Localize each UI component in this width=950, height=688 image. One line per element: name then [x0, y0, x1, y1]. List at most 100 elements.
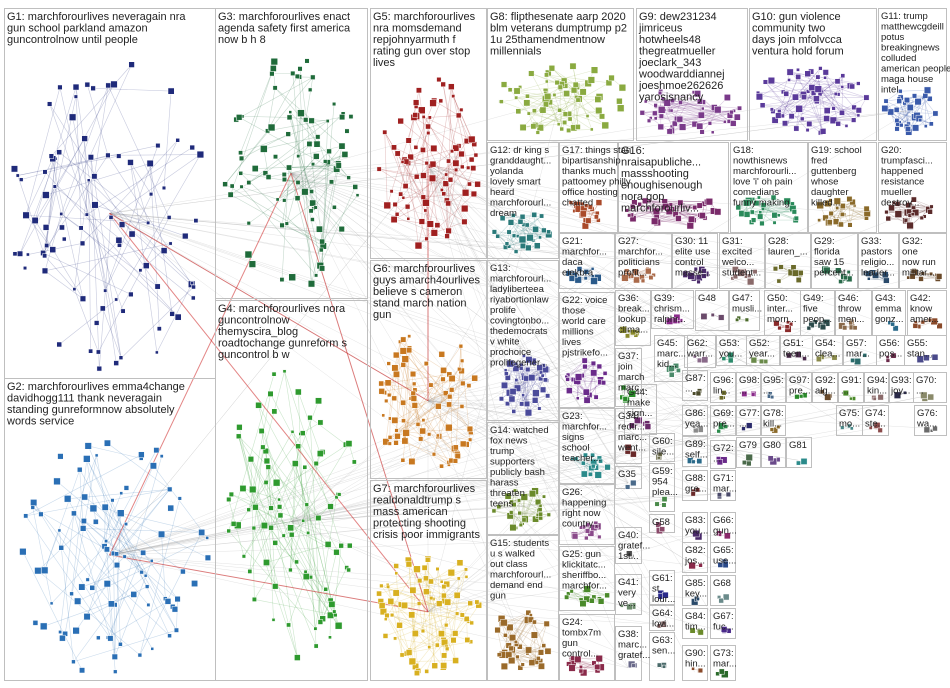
edge — [290, 446, 299, 570]
vertex — [800, 458, 808, 465]
vertex — [504, 492, 512, 500]
vertex — [884, 210, 889, 215]
edge — [432, 178, 449, 231]
group-label-g55-line: G55: — [907, 338, 928, 349]
vertex — [441, 584, 447, 590]
group-frame-g72 — [710, 440, 736, 469]
group-label-g23-line: G23: — [562, 411, 583, 422]
inter-group-edge — [109, 465, 587, 556]
group-label-g66-line: gun... — [713, 526, 737, 537]
vertex — [384, 379, 392, 387]
vertex — [447, 177, 454, 183]
vertex — [567, 116, 573, 122]
edge — [840, 213, 868, 225]
group-frame-g12 — [487, 142, 559, 259]
group-label-g4-line: roadtochange gunreform s — [218, 338, 348, 350]
group-label-g64-line: G64: — [652, 608, 673, 619]
group-label-g30-line: elite use — [675, 247, 710, 258]
group-label-g72-line: ... — [713, 454, 721, 465]
group-label-g49-line: five — [803, 304, 818, 315]
vertex — [718, 314, 725, 321]
edge — [632, 206, 666, 219]
group-frame-g16 — [618, 142, 729, 233]
vertex — [392, 589, 400, 597]
vertex — [585, 114, 590, 118]
vertex — [449, 387, 455, 393]
vertex — [835, 121, 841, 127]
vertex — [376, 166, 382, 172]
edge — [405, 100, 442, 187]
vertex — [294, 559, 299, 565]
vertex — [515, 108, 522, 115]
vertex — [525, 366, 531, 373]
vertex — [935, 273, 943, 280]
edge — [765, 81, 859, 116]
edge — [521, 367, 540, 405]
edge — [519, 621, 535, 647]
group-frame-g95 — [760, 372, 786, 403]
edge — [255, 165, 339, 169]
edge — [418, 603, 424, 632]
vertex — [696, 122, 704, 130]
vertex — [452, 159, 460, 167]
edge — [61, 213, 158, 287]
group-label-g36-line: clima... — [618, 325, 648, 336]
vertex — [582, 363, 588, 370]
vertex — [74, 597, 82, 605]
edge — [898, 101, 909, 124]
group-frame-g23 — [559, 408, 615, 484]
edge — [888, 216, 925, 219]
group-label-g7-line: realdonaldtrump s — [373, 495, 462, 507]
edge — [43, 252, 131, 295]
edge — [577, 380, 601, 383]
edge — [258, 405, 277, 483]
vertex — [428, 174, 437, 182]
vertex — [338, 226, 345, 233]
vertex — [525, 244, 532, 252]
edge — [248, 172, 266, 183]
group-label-g36-line: G36: — [618, 293, 639, 304]
group-label-g2-line: standing gunreformnow absolutely — [7, 404, 175, 416]
inter-group-edge — [290, 173, 825, 396]
edge — [519, 510, 539, 514]
vertex — [805, 89, 811, 94]
group-label-g87-line: G87: — [685, 373, 706, 384]
vertex — [593, 394, 599, 400]
edge — [670, 93, 698, 111]
group-label-g51-line: teen... — [783, 349, 809, 360]
inter-group-edge — [109, 554, 695, 599]
vertex — [574, 655, 582, 664]
edge — [280, 515, 297, 563]
vertex — [466, 425, 474, 433]
vertex — [888, 204, 895, 212]
group-label-g12-line: granddaught... — [490, 156, 551, 167]
vertex — [409, 370, 417, 378]
group-frame-layer — [4, 8, 947, 681]
vertex — [402, 183, 409, 189]
inter-group-edge — [427, 400, 931, 429]
vertex — [128, 230, 136, 238]
edge — [521, 372, 542, 405]
vertex — [520, 493, 528, 501]
edge — [679, 110, 735, 121]
vertex — [174, 596, 181, 603]
vertex — [198, 529, 206, 536]
edge — [424, 567, 444, 668]
vertex — [115, 236, 123, 244]
edge — [59, 299, 117, 345]
edge — [825, 72, 839, 124]
vertex — [538, 376, 544, 382]
edge — [139, 498, 181, 656]
edge — [501, 101, 574, 129]
vertex — [394, 428, 399, 433]
edge — [664, 101, 717, 112]
vertex — [839, 203, 846, 209]
edge — [248, 443, 350, 510]
group-label-g29-line: percent... — [814, 268, 854, 279]
edge — [86, 458, 177, 631]
group-label-g19-line: guttenberg — [811, 166, 856, 177]
group-label-g38-line: G38: — [618, 629, 639, 640]
group-label-g14-line: supporters — [490, 457, 535, 468]
inter-group-edge — [290, 493, 695, 522]
vertex — [911, 93, 918, 99]
